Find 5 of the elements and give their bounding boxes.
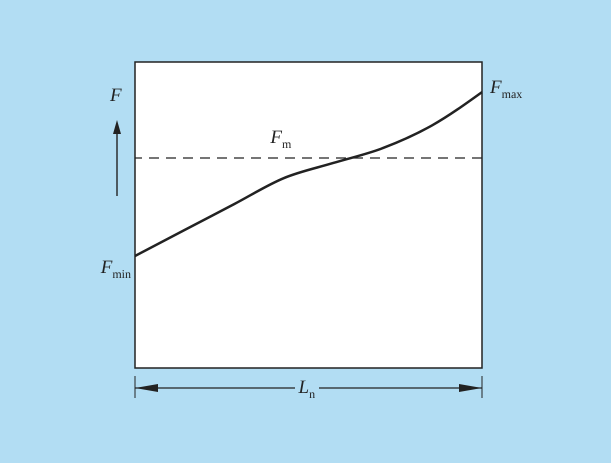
text: F$_{max}$ [490, 77, 522, 101]
ref-line-label: F$_{m}$ [270, 127, 292, 151]
y-axis-title: F [110, 85, 122, 106]
x-axis-title: L$_{n}$ [294, 377, 320, 401]
text: F$_{min}$ [100, 256, 131, 281]
